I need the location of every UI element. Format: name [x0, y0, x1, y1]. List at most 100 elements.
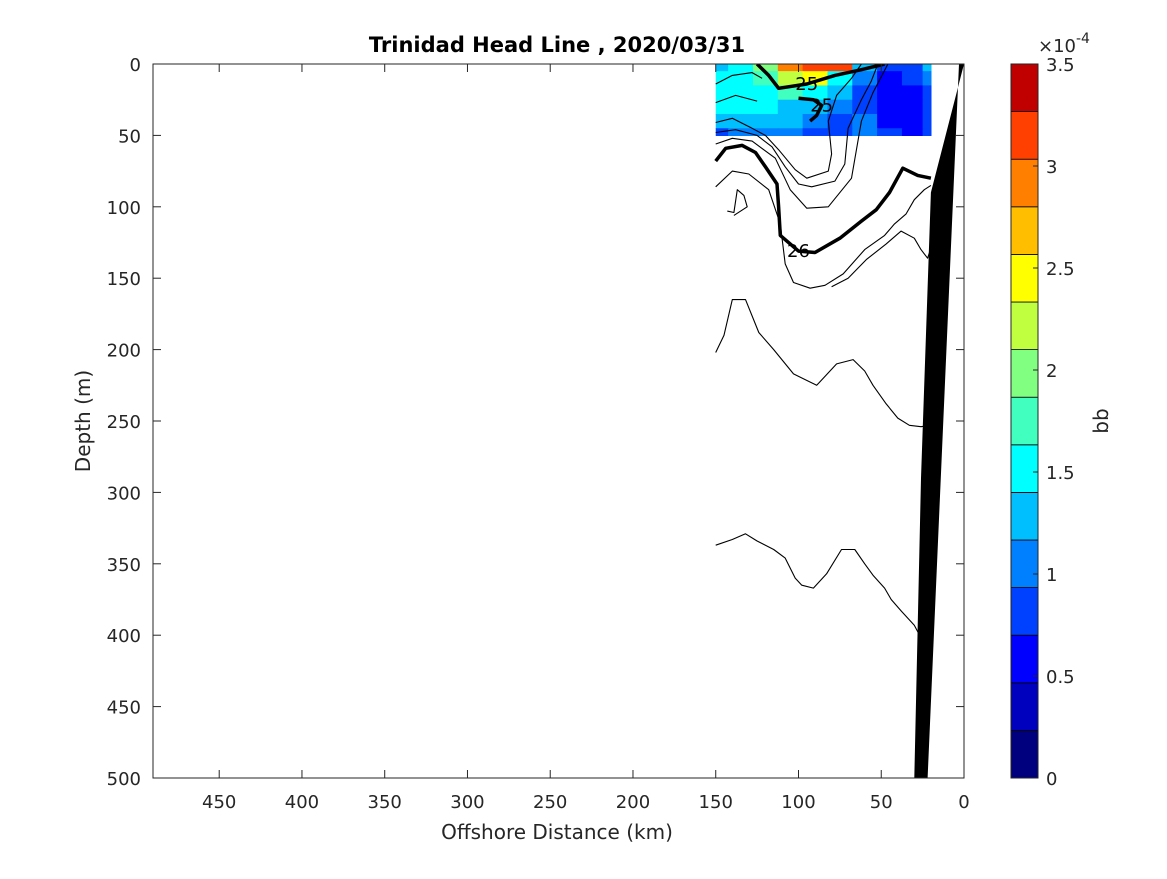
- contour-label: 25: [810, 95, 833, 116]
- density-contour: [831, 230, 932, 288]
- bb-field-cell: [922, 71, 932, 87]
- bb-field-cell: [901, 128, 924, 136]
- colorbar-tick-label: 1.5: [1046, 463, 1075, 484]
- plot-area: [153, 64, 964, 778]
- density-contour: [715, 94, 758, 104]
- y-tick-label: 450: [107, 698, 141, 719]
- bb-field-cell: [901, 113, 924, 129]
- x-tick-label: 350: [368, 792, 402, 813]
- bold-density-contour: [755, 64, 886, 91]
- bb-field-cell: [728, 128, 754, 136]
- bb-field-cell: [752, 128, 779, 136]
- bb-field-cell: [852, 128, 878, 136]
- colorbar-tick-label: 0: [1046, 769, 1057, 790]
- density-contour: [715, 64, 862, 179]
- colorbar-swatch: [1010, 111, 1039, 160]
- colorbar-swatch: [1010, 444, 1039, 493]
- colorbar-exponent-base: ×10: [1038, 36, 1076, 57]
- bb-field-cell: [802, 85, 829, 101]
- bb-field-cell: [901, 71, 924, 87]
- seafloor-bathymetry: [912, 64, 964, 778]
- bb-field-cell: [777, 99, 804, 115]
- y-axis: 0 50 100 150 200 250 300 350 400 450 500: [107, 55, 964, 790]
- chart-title: Trinidad Head Line , 2020/03/31: [369, 33, 745, 57]
- y-tick-label: 150: [107, 269, 141, 290]
- colorbar-swatch: [1010, 349, 1039, 398]
- colorbar-swatch: [1010, 63, 1039, 112]
- bb-field-cell: [877, 128, 903, 136]
- x-tick-label: 400: [285, 792, 319, 813]
- colorbar-swatch: [1010, 682, 1039, 731]
- x-tick-label: 0: [958, 792, 969, 813]
- contour-label: 26: [787, 241, 810, 262]
- bb-field-cell: [728, 99, 754, 115]
- bb-field-cell: [777, 64, 804, 72]
- bb-field-cell: [852, 113, 878, 129]
- y-tick-label: 200: [107, 341, 141, 362]
- colorbar-tick-label: 2.5: [1046, 259, 1075, 280]
- bb-field-cell: [752, 64, 779, 72]
- colorbar-label: bb: [1089, 408, 1113, 433]
- bold-density-contour: [714, 143, 932, 255]
- bb-field-cell: [827, 128, 853, 136]
- y-tick-label: 300: [107, 483, 141, 504]
- y-tick-label: 0: [130, 55, 141, 76]
- bb-field-cell: [901, 99, 924, 115]
- bb-field-cell: [715, 85, 729, 101]
- colorbar-frame: [1010, 63, 1039, 779]
- contour-label: 25: [795, 74, 818, 95]
- bathymetry-layer: [912, 64, 964, 778]
- bb-field-cell: [827, 113, 853, 129]
- density-contour: [715, 72, 763, 85]
- bb-field-cell: [728, 113, 754, 129]
- bb-field-cell: [877, 71, 903, 87]
- bb-field-cell: [728, 64, 754, 72]
- colorbar-tick-label: 3: [1046, 157, 1057, 178]
- bb-field-cell: [777, 71, 804, 87]
- x-tick-label: 50: [870, 792, 893, 813]
- bb-field-cell: [922, 64, 932, 72]
- bb-field-cell: [922, 99, 932, 115]
- colorbar-swatch: [1010, 587, 1039, 636]
- density-contour: [715, 533, 927, 643]
- colorbar-swatch: [1010, 253, 1039, 303]
- colorbar-swatch: [1010, 301, 1039, 350]
- bb-field-cell: [852, 71, 878, 87]
- bb-field-cell: [827, 85, 853, 101]
- colorbar-swatch: [1010, 539, 1039, 588]
- bb-field-cell: [827, 64, 853, 72]
- y-tick-label: 250: [107, 412, 141, 433]
- bb-field-cell: [922, 128, 932, 136]
- y-tick-label: 500: [107, 769, 141, 790]
- bb-field-cell: [777, 113, 804, 129]
- bb-field-cell: [752, 113, 779, 129]
- bb-field-cell: [901, 85, 924, 101]
- bb-field-cell: [728, 85, 754, 101]
- x-tick-label: 150: [699, 792, 733, 813]
- y-tick-label: 50: [118, 126, 141, 147]
- bb-field-cell: [777, 128, 804, 136]
- colorbar-tick-label: 2: [1046, 361, 1057, 382]
- colorbar: 0 0.5 1 1.5 2 2.5 3 3.5: [1010, 55, 1075, 790]
- colorbar-swatch: [1010, 730, 1039, 779]
- bb-field-cell: [752, 99, 779, 115]
- x-tick-label: 200: [616, 792, 650, 813]
- bb-field-cell: [715, 99, 729, 115]
- colorbar-tick-label: 0.5: [1046, 667, 1075, 688]
- x-axis-title: Offshore Distance (km): [441, 820, 673, 844]
- bb-field-cell: [852, 99, 878, 115]
- bb-field-cell: [877, 85, 903, 101]
- bb-field-cell: [715, 64, 729, 72]
- y-tick-label: 350: [107, 555, 141, 576]
- x-tick-label: 300: [450, 792, 484, 813]
- colorbar-swatch: [1010, 206, 1039, 255]
- bb-field-cell: [901, 64, 924, 72]
- colorbar-tick-label: 1: [1046, 565, 1057, 586]
- y-tick-label: 100: [107, 198, 141, 219]
- bb-field-cell: [752, 85, 779, 101]
- density-contour: [727, 189, 748, 216]
- density-contour: [715, 64, 879, 188]
